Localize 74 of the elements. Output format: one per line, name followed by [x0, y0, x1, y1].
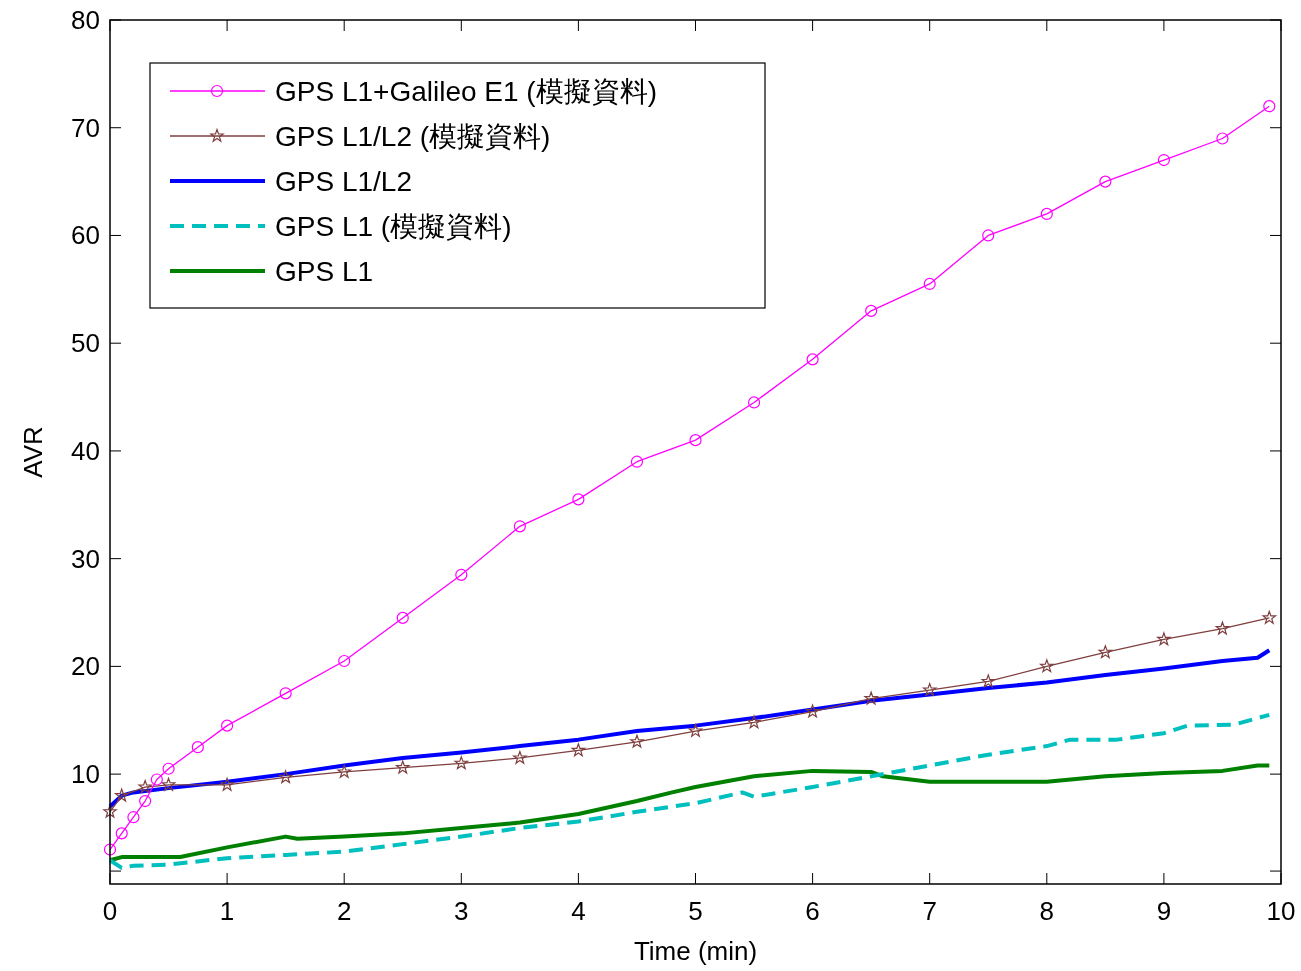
- point: [572, 493, 585, 506]
- point: [150, 773, 163, 786]
- point: [630, 455, 644, 468]
- point: [1099, 175, 1112, 188]
- x-tick-label: 4: [571, 896, 586, 926]
- point: [630, 734, 644, 748]
- point: [191, 741, 204, 754]
- y-tick-label: 80: [71, 5, 100, 35]
- point: [1040, 207, 1053, 221]
- point: [805, 704, 820, 718]
- y-axis-title: AVR: [18, 426, 48, 478]
- point: [279, 687, 292, 700]
- x-tick-label: 7: [922, 896, 937, 926]
- point: [513, 520, 526, 533]
- point: [127, 811, 140, 824]
- x-tick-label: 10: [1266, 896, 1296, 926]
- y-tick-label: 40: [71, 435, 100, 466]
- x-axis-title: Time (min): [633, 936, 758, 966]
- x-tick-label: 0: [102, 896, 118, 926]
- point: [115, 827, 128, 840]
- point: [395, 760, 410, 774]
- y-tick-label: 10: [71, 759, 100, 790]
- x-tick-label: 5: [688, 896, 703, 926]
- point: [103, 843, 117, 856]
- legend-label: GPS L1+Galileo E1 (模擬資料): [275, 76, 658, 107]
- point: [278, 770, 293, 784]
- point: [114, 788, 129, 802]
- legend-label: GPS L1/L2 (模擬資料): [275, 121, 551, 152]
- point: [922, 682, 937, 696]
- point: [1216, 132, 1229, 145]
- point: [982, 229, 995, 242]
- point: [1262, 610, 1277, 624]
- x-tick-label: 1: [219, 896, 235, 926]
- legend-label: GPS L1 (模擬資料): [275, 211, 512, 242]
- point: [688, 723, 703, 737]
- y-tick-label: 30: [71, 543, 100, 574]
- y-tick-label: 60: [71, 220, 100, 251]
- point: [1040, 659, 1054, 673]
- point: [571, 743, 586, 757]
- point: [806, 353, 819, 366]
- point: [1263, 100, 1276, 113]
- point: [865, 304, 878, 317]
- point: [139, 794, 152, 808]
- point: [220, 777, 234, 791]
- y-tick-label: 20: [71, 651, 100, 682]
- point: [138, 779, 152, 793]
- x-tick-label: 6: [805, 896, 820, 926]
- point: [513, 750, 527, 764]
- point: [689, 434, 702, 447]
- point: [864, 691, 878, 705]
- point: [337, 764, 351, 778]
- point: [1157, 632, 1171, 646]
- point: [747, 715, 761, 729]
- y-tick-label: 50: [71, 328, 100, 359]
- point: [981, 674, 996, 688]
- x-tick-label: 3: [454, 896, 469, 926]
- point: [1098, 645, 1113, 659]
- y-tick-label: 70: [71, 112, 100, 143]
- point: [162, 762, 175, 775]
- x-tick-label: 9: [1156, 896, 1172, 926]
- point: [455, 568, 468, 581]
- point: [1215, 621, 1230, 635]
- legend-label: GPS L1: [275, 256, 374, 287]
- point: [161, 777, 176, 791]
- point: [396, 611, 409, 625]
- point: [454, 756, 469, 770]
- point: [221, 719, 234, 732]
- x-tick-label: 8: [1039, 896, 1055, 926]
- point: [923, 277, 936, 291]
- x-tick-label: 2: [336, 896, 352, 926]
- point: [747, 396, 761, 409]
- point: [338, 654, 351, 668]
- point: [1157, 153, 1170, 167]
- legend-label: GPS L1/L2: [275, 166, 412, 197]
